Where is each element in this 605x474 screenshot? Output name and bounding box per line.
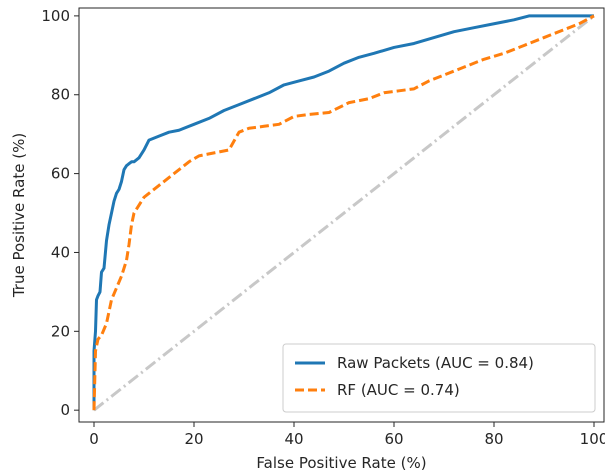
legend-label-raw-packets: Raw Packets (AUC = 0.84)	[337, 354, 534, 372]
series-layer	[92, 14, 595, 412]
y-tick-label: 0	[60, 401, 70, 419]
y-tick-label: 80	[51, 86, 70, 104]
series-raw-packets-line	[92, 14, 594, 411]
legend: Raw Packets (AUC = 0.84) RF (AUC = 0.74)	[282, 343, 596, 413]
x-tick-label: 80	[484, 430, 503, 448]
legend-label-rf: RF (AUC = 0.74)	[337, 381, 460, 399]
x-tick-label: 40	[284, 430, 303, 448]
x-axis-ticks: 0 20 40 60 80 100	[89, 422, 605, 448]
y-axis-label: True Positive Rate (%)	[10, 133, 28, 298]
x-tick-label: 100	[580, 430, 605, 448]
x-tick-label: 0	[89, 430, 99, 448]
x-tick-label: 20	[184, 430, 203, 448]
legend-box	[282, 343, 596, 413]
y-tick-label: 100	[41, 7, 70, 25]
series-rf-line	[92, 14, 595, 411]
y-tick-label: 40	[51, 243, 70, 261]
x-axis-label: False Positive Rate (%)	[256, 454, 426, 472]
plot-frame	[78, 7, 605, 423]
chance-diagonal-line	[93, 14, 595, 412]
y-axis-ticks: 0 20 40 60 80 100	[41, 7, 79, 419]
x-tick-label: 60	[384, 430, 403, 448]
y-tick-label: 20	[51, 322, 70, 340]
y-tick-label: 60	[51, 165, 70, 183]
